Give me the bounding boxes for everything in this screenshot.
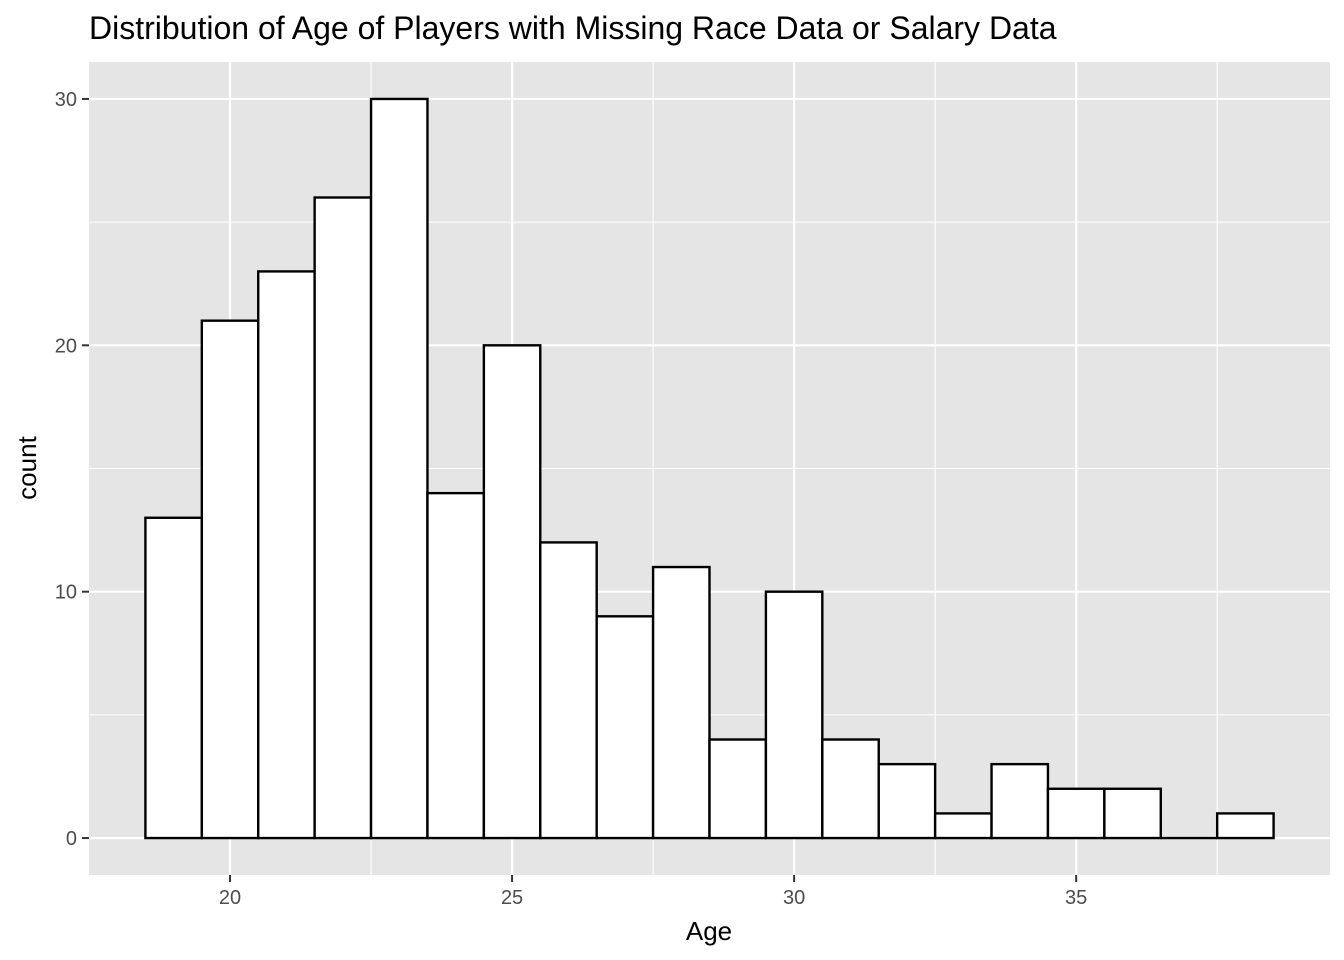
histogram-bar <box>1103 787 1162 840</box>
histogram-bar <box>764 590 824 840</box>
y-tick-label: 20 <box>55 335 77 357</box>
x-axis: 20 25 30 35 <box>219 875 1087 909</box>
histogram-bar <box>877 762 937 840</box>
x-axis-title: Age <box>686 916 732 946</box>
histogram-bar <box>482 344 542 840</box>
histogram-bar <box>426 491 486 840</box>
histogram-bar <box>1046 787 1106 840</box>
histogram-bar <box>651 565 711 840</box>
histogram-bar <box>313 196 373 840</box>
histogram-bar <box>539 541 598 840</box>
x-tick-label: 25 <box>501 887 523 909</box>
x-tick-label: 20 <box>219 887 241 909</box>
x-tick-label: 35 <box>1065 887 1087 909</box>
histogram-bar <box>1215 812 1275 840</box>
y-tick-label: 10 <box>55 582 77 604</box>
histogram-bar <box>369 97 429 840</box>
histogram-bar <box>821 738 880 840</box>
y-tick-label: 30 <box>55 89 77 111</box>
histogram-bar <box>144 516 204 840</box>
histogram-bar <box>708 738 768 840</box>
histogram-bar <box>990 762 1050 840</box>
histogram-bar <box>200 319 260 840</box>
chart-title: Distribution of Age of Players with Miss… <box>89 10 1057 46</box>
histogram-bars <box>144 97 1275 840</box>
histogram-bar <box>595 615 655 840</box>
y-tick-label: 0 <box>66 828 77 850</box>
y-axis: 0 10 20 30 <box>55 89 89 850</box>
histogram-bar <box>933 812 993 840</box>
y-axis-title: count <box>12 435 42 499</box>
x-tick-label: 30 <box>783 887 805 909</box>
histogram-bar <box>257 270 316 840</box>
